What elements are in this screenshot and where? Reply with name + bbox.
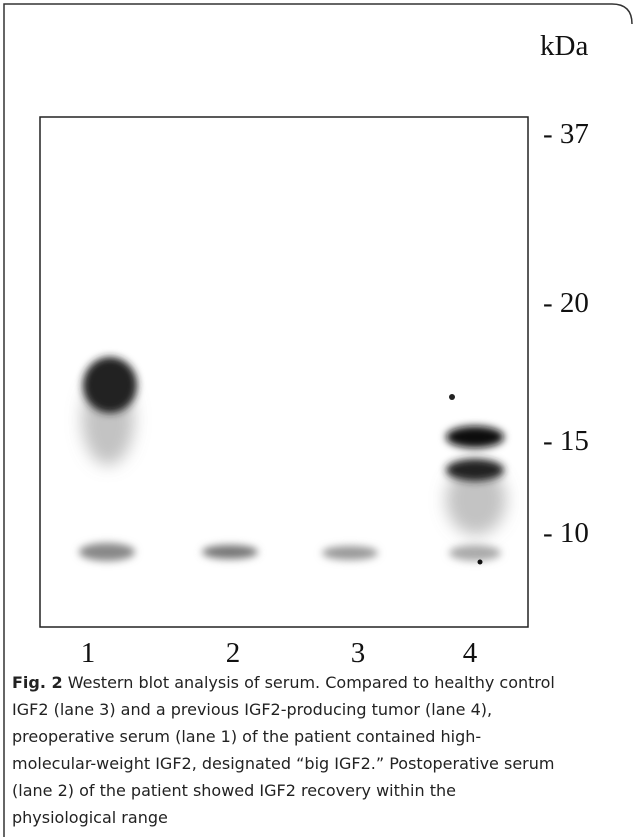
lane-label: 2 <box>226 637 241 669</box>
marker: - 15 <box>543 425 589 457</box>
unit-label: kDa <box>540 30 588 62</box>
blot <box>39 116 529 628</box>
caption-label: Fig. 2 <box>12 673 63 692</box>
frame <box>3 3 633 837</box>
caption-line: (lane 2) of the patient showed IGF2 reco… <box>12 781 456 800</box>
caption-line: IGF2 (lane 3) and a previous IGF2-produc… <box>12 700 492 719</box>
caption-line: molecular-weight IGF2, designated “big I… <box>12 754 554 773</box>
lane-label: 3 <box>351 637 366 669</box>
lane-label: 1 <box>81 637 96 669</box>
marker: - 10 <box>543 517 589 549</box>
marker: - 20 <box>543 287 589 319</box>
caption-line: Fig. 2 Western blot analysis of serum. C… <box>12 673 555 692</box>
marker: - 37 <box>543 118 589 150</box>
caption-line: preoperative serum (lane 1) of the patie… <box>12 727 481 746</box>
lane-label: 4 <box>463 637 478 669</box>
caption-text: Western blot analysis of serum. Compared… <box>63 673 555 692</box>
caption-line: physiological range <box>12 808 168 827</box>
